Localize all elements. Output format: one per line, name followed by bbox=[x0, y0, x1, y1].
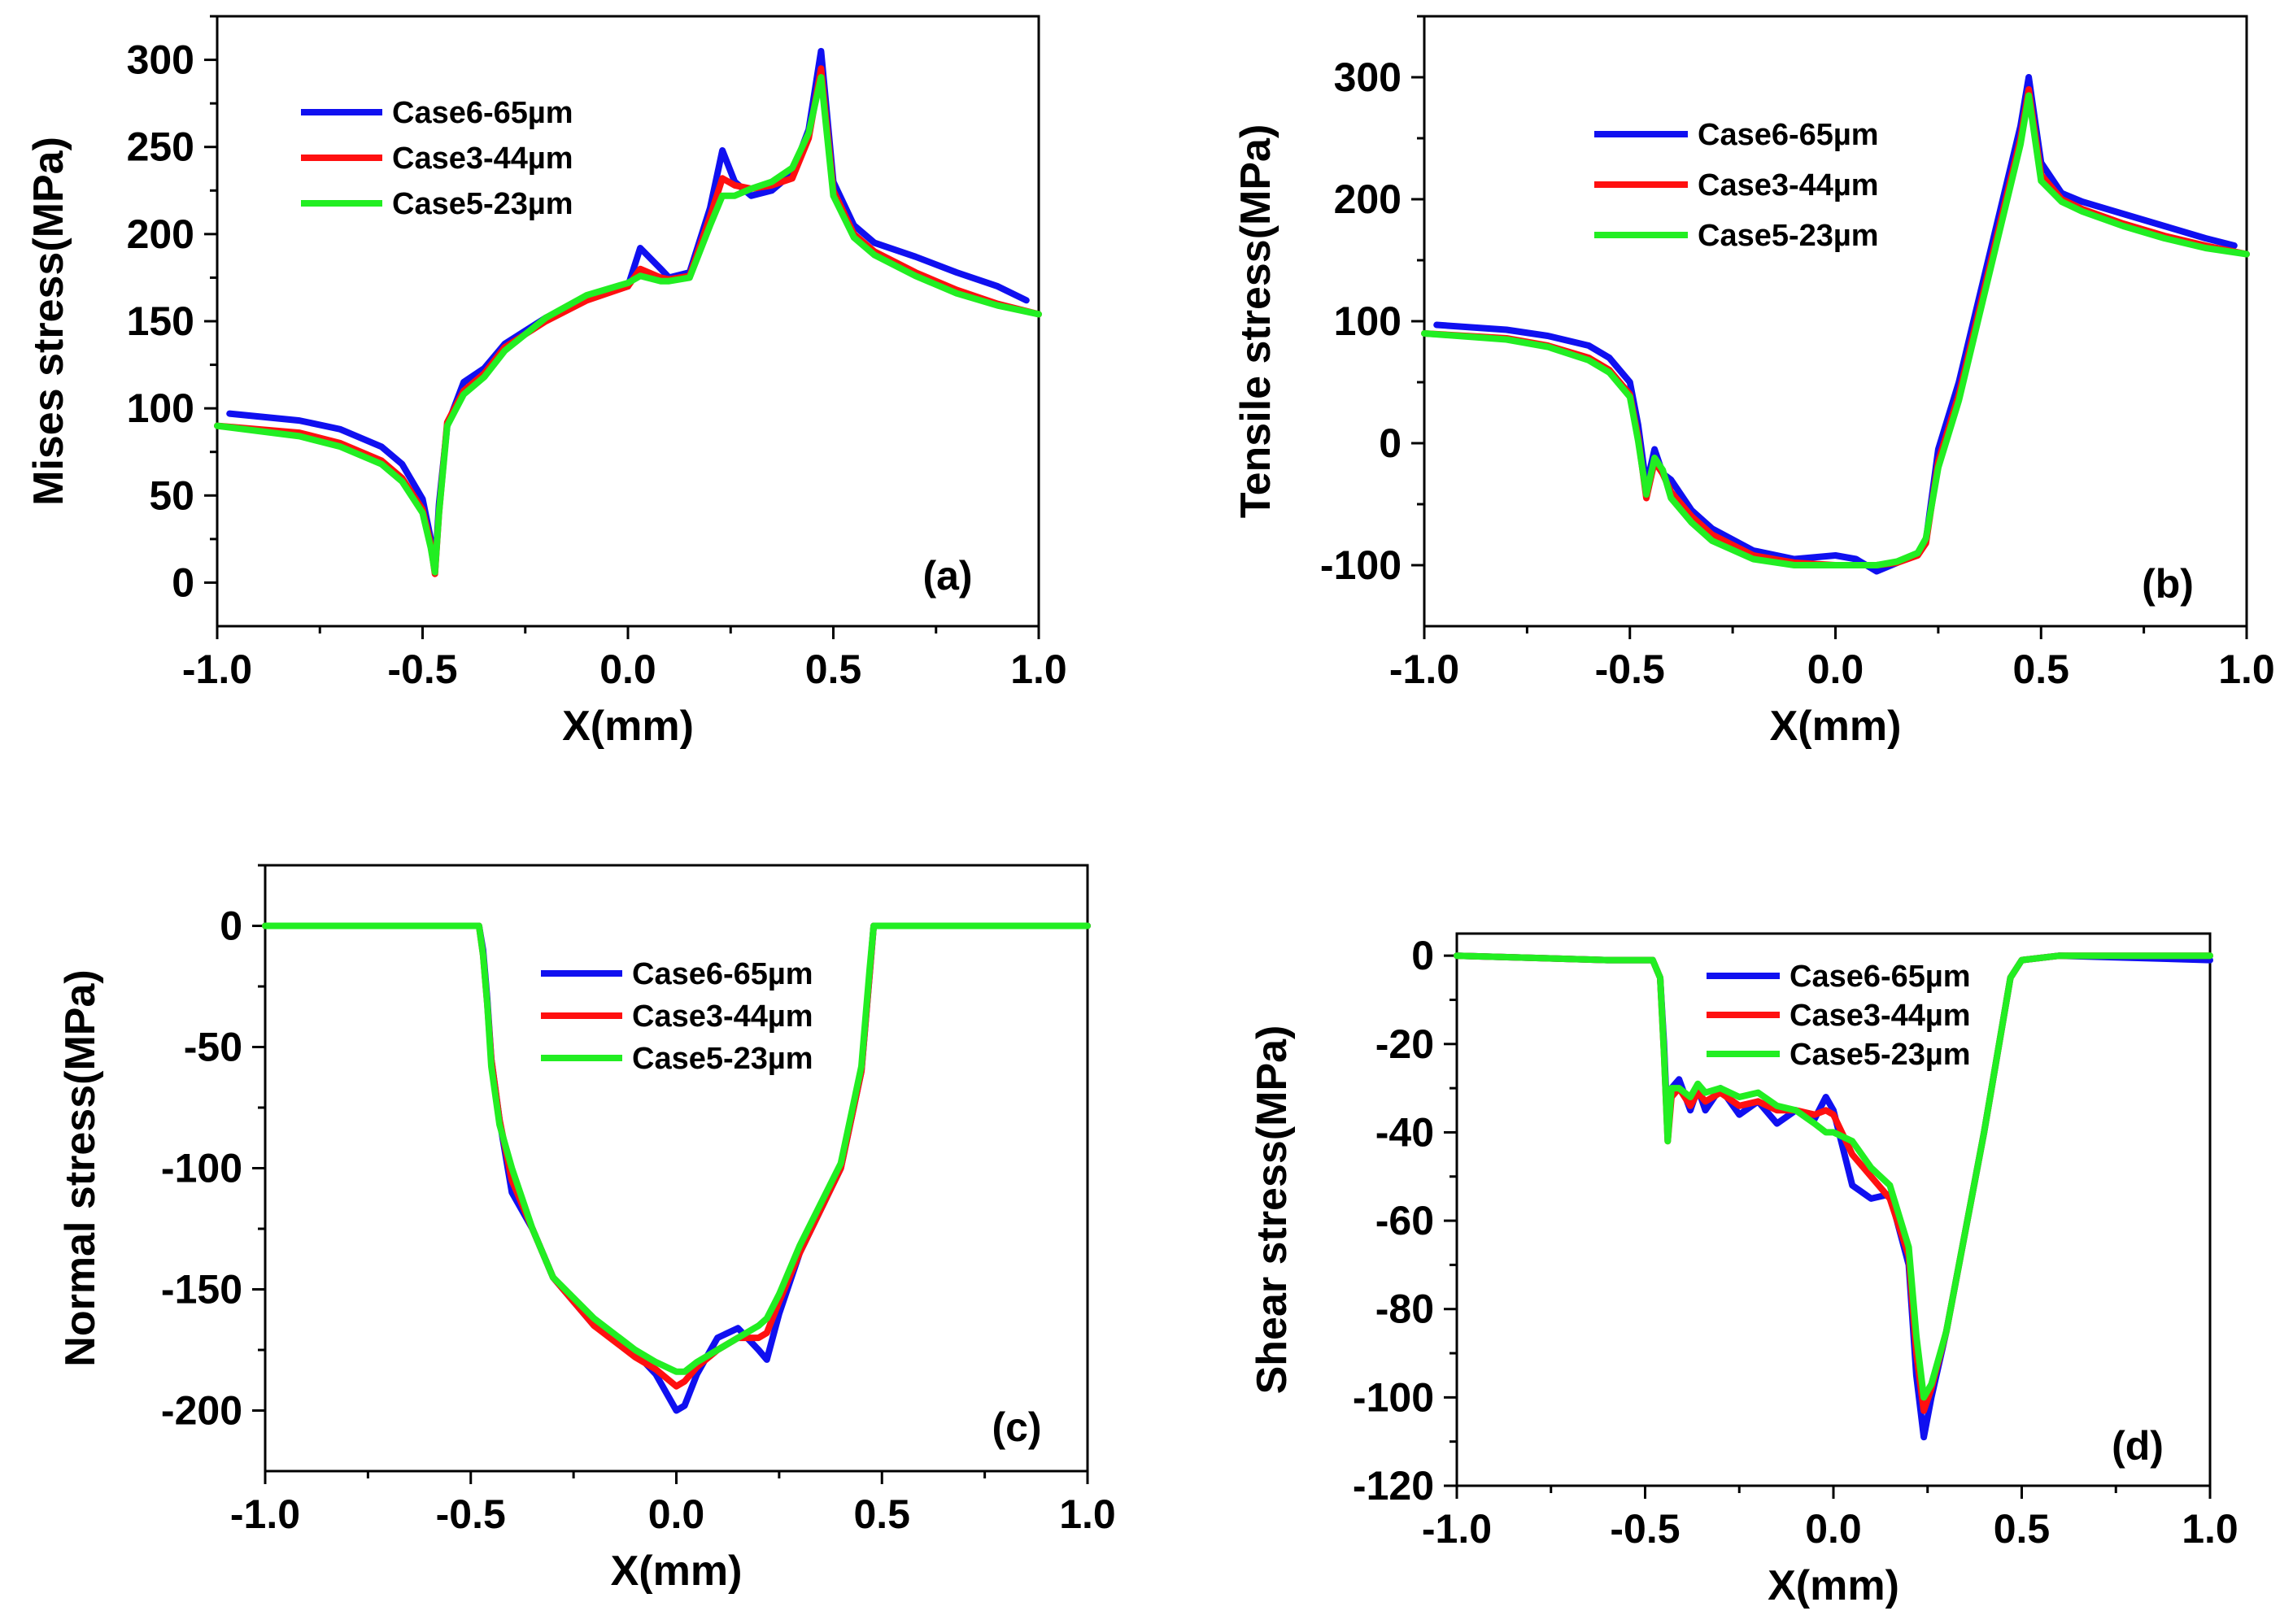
legend-label: Case6-65µm bbox=[632, 957, 813, 991]
y-tick-label: 150 bbox=[127, 298, 194, 344]
series-line-case5-23-m bbox=[262, 922, 1091, 1375]
y-tick-label: -150 bbox=[161, 1267, 242, 1313]
legend-label: Case3-44µm bbox=[1698, 168, 1879, 202]
y-tick-label: 50 bbox=[149, 472, 194, 518]
panel-label: (b) bbox=[2142, 561, 2194, 607]
panel-label: (c) bbox=[992, 1404, 1041, 1450]
legend: Case6-65µm Case3-44µm Case5-23µm bbox=[1594, 118, 1879, 253]
x-tick-label: -0.5 bbox=[1595, 647, 1665, 692]
legend-label: Case6-65µm bbox=[392, 96, 573, 130]
x-tick-label: -1.0 bbox=[182, 647, 252, 692]
x-tick-label: -0.5 bbox=[1610, 1506, 1680, 1552]
x-axis-title: X(mm) bbox=[562, 703, 694, 750]
x-tick-label: 0.0 bbox=[1807, 647, 1864, 692]
x-tick-label: 1.0 bbox=[1059, 1491, 1116, 1537]
y-tick-label: -60 bbox=[1375, 1198, 1434, 1243]
x-tick-label: 0.5 bbox=[2012, 647, 2069, 692]
y-tick-label: 0 bbox=[1411, 933, 1434, 978]
legend: Case6-65µm Case3-44µm Case5-23µm bbox=[1707, 960, 1971, 1072]
y-tick-label: -80 bbox=[1375, 1287, 1434, 1332]
series-line-case6-65-m bbox=[226, 47, 1030, 576]
y-axis-title: Shear stress(MPa) bbox=[1249, 1025, 1296, 1395]
chart-panel-d: -1.0 -0.5 0.0 0.5 1.0 -120 -100 -80 -60 -40 -20 0 X(… bbox=[1249, 932, 2239, 1609]
y-axis-title: Tensile stress(MPa) bbox=[1232, 124, 1279, 519]
x-tick-label: -1.0 bbox=[1389, 647, 1459, 692]
series-line-case5-23-m bbox=[1454, 952, 2213, 1401]
plot-frame bbox=[1423, 15, 2248, 628]
x-tick-label: 1.0 bbox=[1010, 647, 1067, 692]
legend-label: Case6-65µm bbox=[1698, 118, 1879, 152]
y-tick-label: 0 bbox=[220, 903, 242, 949]
legend-label: Case5-23µm bbox=[1789, 1038, 1971, 1072]
legend-label: Case3-44µm bbox=[1789, 999, 1971, 1033]
chart-panel-c: -1.0 -0.5 0.0 0.5 1.0 -200 -150 -100 -50 0 X(mm) No… bbox=[57, 864, 1116, 1595]
x-axis-title: X(mm) bbox=[1770, 703, 1902, 750]
y-tick-label: 300 bbox=[127, 37, 194, 83]
x-tick-label: 1.0 bbox=[2182, 1506, 2239, 1552]
chart-panel-a: -1.0 -0.5 0.0 0.5 1.0 0 50 100 150 200 250 300 X(mm)… bbox=[25, 15, 1067, 750]
panel-label: (d) bbox=[2112, 1423, 2164, 1469]
series-line-case5-23-m bbox=[1421, 92, 2250, 568]
y-tick-label: -100 bbox=[1353, 1374, 1434, 1420]
legend-label: Case5-23µm bbox=[392, 187, 573, 221]
legend-label: Case5-23µm bbox=[1698, 219, 1879, 253]
x-tick-label: -0.5 bbox=[387, 647, 457, 692]
legend-label: Case3-44µm bbox=[632, 999, 813, 1034]
legend-label: Case6-65µm bbox=[1789, 960, 1971, 994]
y-axis-title: Mises stress(MPa) bbox=[25, 137, 72, 506]
x-tick-label: 0.0 bbox=[648, 1491, 705, 1537]
y-tick-label: 200 bbox=[1334, 176, 1402, 222]
series-line-case3-44-m bbox=[214, 65, 1042, 577]
x-tick-label: -1.0 bbox=[1422, 1506, 1492, 1552]
panel-label: (a) bbox=[922, 553, 972, 599]
y-tick-label: 250 bbox=[127, 124, 194, 170]
y-tick-label: -40 bbox=[1375, 1109, 1434, 1155]
x-tick-label: 0.0 bbox=[1805, 1506, 1862, 1552]
y-tick-label: -20 bbox=[1375, 1021, 1434, 1067]
x-tick-label: 1.0 bbox=[2218, 647, 2275, 692]
y-tick-label: 100 bbox=[1334, 298, 1402, 344]
y-tick-label: -200 bbox=[161, 1388, 242, 1434]
plot-frame bbox=[264, 864, 1089, 1473]
series-line-case3-44-m bbox=[262, 922, 1091, 1390]
x-tick-label: 0.0 bbox=[599, 647, 656, 692]
legend-label: Case3-44µm bbox=[392, 142, 573, 176]
chart-panel-b: -1.0 -0.5 0.0 0.5 1.0 -100 0 100 200 300 X(mm) Tens… bbox=[1232, 15, 2275, 750]
y-tick-label: 300 bbox=[1334, 54, 1402, 100]
x-tick-label: 0.5 bbox=[805, 647, 862, 692]
series-line-case6-65-m bbox=[262, 922, 1091, 1414]
legend-label: Case5-23µm bbox=[632, 1042, 813, 1076]
y-tick-label: -50 bbox=[184, 1025, 242, 1070]
x-tick-label: -1.0 bbox=[230, 1491, 300, 1537]
y-tick-label: -100 bbox=[1320, 542, 1402, 588]
y-tick-label: 0 bbox=[172, 559, 194, 605]
x-axis-title: X(mm) bbox=[611, 1548, 743, 1595]
y-tick-label: 0 bbox=[1379, 420, 1402, 466]
plot-frame bbox=[216, 15, 1040, 628]
legend: Case6-65µm Case3-44µm Case5-23µm bbox=[541, 957, 813, 1076]
y-tick-label: -120 bbox=[1353, 1463, 1434, 1509]
series-line-case3-44-m bbox=[1421, 86, 2250, 568]
x-tick-label: -0.5 bbox=[436, 1491, 506, 1537]
y-tick-label: 100 bbox=[127, 385, 194, 431]
series-line-case5-23-m bbox=[214, 74, 1042, 576]
y-tick-label: 200 bbox=[127, 211, 194, 257]
legend: Case6-65µm Case3-44µm Case5-23µm bbox=[301, 96, 573, 221]
y-axis-title: Normal stress(MPa) bbox=[57, 969, 104, 1366]
x-tick-label: 0.5 bbox=[1994, 1506, 2051, 1552]
x-axis-title: X(mm) bbox=[1768, 1562, 1899, 1609]
y-tick-label: -100 bbox=[161, 1146, 242, 1191]
x-tick-label: 0.5 bbox=[853, 1491, 910, 1537]
